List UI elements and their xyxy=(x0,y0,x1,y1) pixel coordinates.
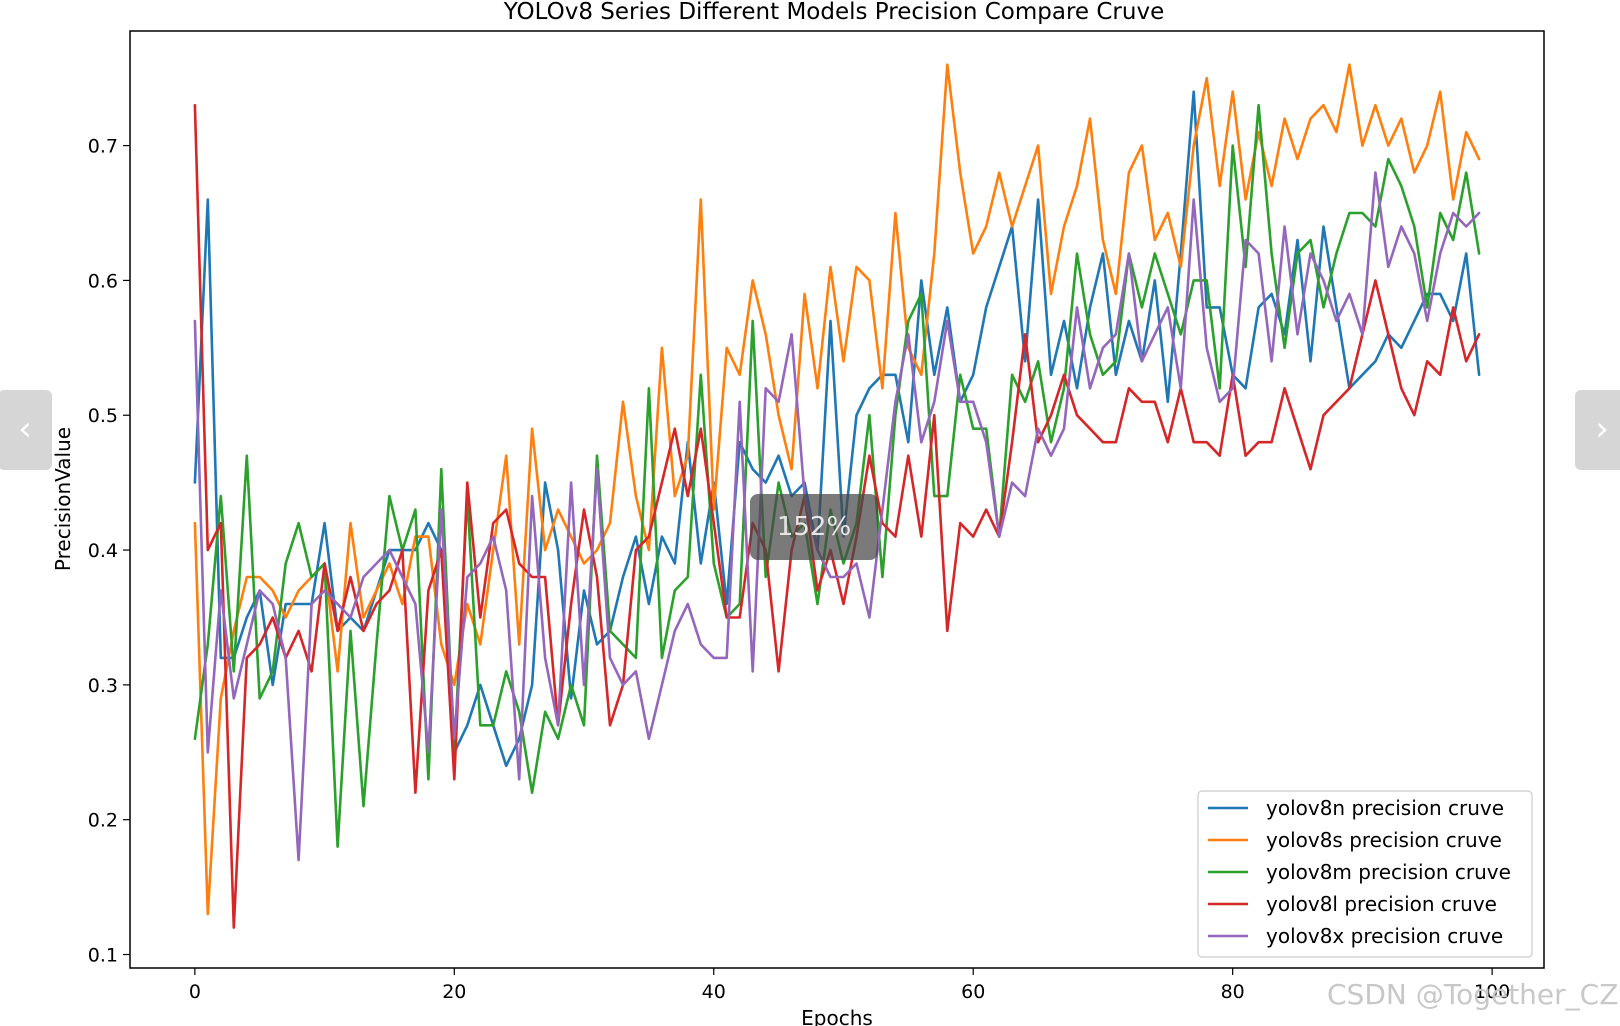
legend-label-4: yolov8x precision cruve xyxy=(1266,924,1503,948)
y-axis: 0.1 0.2 0.3 0.4 0.5 0.6 0.7 xyxy=(88,136,130,967)
plot-frame xyxy=(129,30,1545,969)
y-tick-label: 0.1 xyxy=(88,945,118,967)
x-axis-label: Epochs xyxy=(801,1006,873,1026)
chevron-left-icon: ‹ xyxy=(18,409,32,449)
y-tick-label: 0.7 xyxy=(88,136,118,158)
y-tick-label: 0.3 xyxy=(88,675,118,697)
x-tick-label: 40 xyxy=(702,981,726,1003)
series-line-0 xyxy=(193,90,1481,768)
chart-title: YOLOv8 Series Different Models Precision… xyxy=(503,0,1164,25)
legend-label-0: yolov8n precision cruve xyxy=(1266,796,1504,820)
watermark-text: CSDN @Together_CZ xyxy=(1327,978,1619,1011)
legend-label-3: yolov8l precision cruve xyxy=(1266,892,1497,916)
x-tick-label: 0 xyxy=(189,981,201,1003)
y-tick-label: 0.4 xyxy=(88,540,118,562)
series-line-1 xyxy=(193,63,1481,916)
zoom-level-badge: 152% xyxy=(750,494,878,560)
x-tick-label: 80 xyxy=(1221,981,1245,1003)
series-line-2 xyxy=(193,103,1481,849)
chart-legend: yolov8n precision cruve yolov8s precision… xyxy=(1197,790,1533,958)
next-image-button[interactable]: › xyxy=(1575,390,1620,470)
legend-label-2: yolov8m precision cruve xyxy=(1266,860,1511,884)
x-axis: 0 20 40 60 80 100 xyxy=(189,968,1510,1003)
chevron-right-icon: › xyxy=(1595,409,1609,449)
x-tick-label: 100 xyxy=(1474,981,1510,1003)
x-tick-label: 60 xyxy=(961,981,985,1003)
y-tick-label: 0.6 xyxy=(88,270,118,292)
y-axis-label: PrecisionValue xyxy=(51,427,75,571)
legend-box xyxy=(1197,790,1533,958)
series-line-4 xyxy=(193,171,1481,862)
x-tick-label: 20 xyxy=(442,981,466,1003)
legend-label-1: yolov8s precision cruve xyxy=(1266,828,1502,852)
y-tick-label: 0.5 xyxy=(88,405,118,427)
y-tick-label: 0.2 xyxy=(88,810,118,832)
previous-image-button[interactable]: ‹ xyxy=(0,390,52,470)
